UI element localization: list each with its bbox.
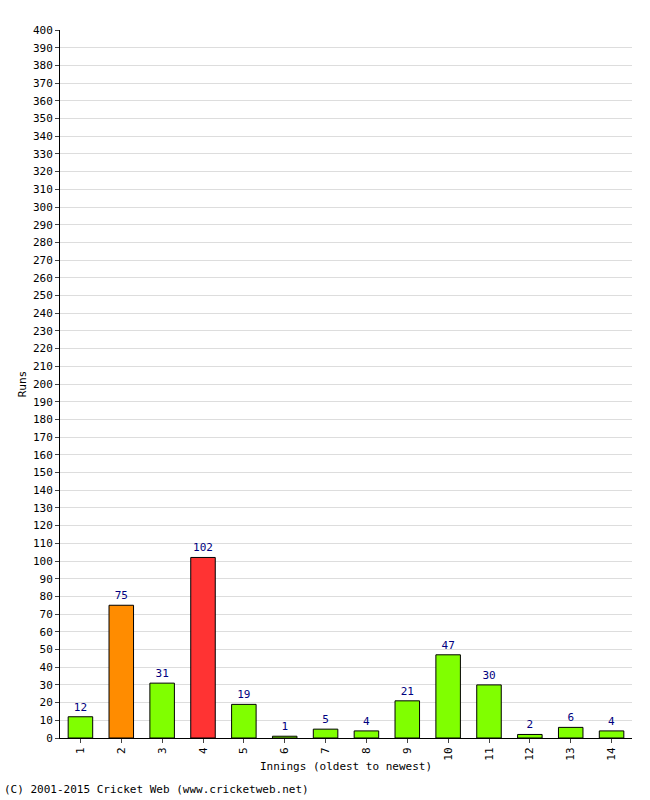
svg-text:4: 4	[363, 715, 370, 728]
svg-text:3: 3	[156, 747, 169, 754]
svg-text:(C) 2001-2015 Cricket Web (www: (C) 2001-2015 Cricket Web (www.cricketwe…	[4, 783, 309, 796]
svg-text:2: 2	[527, 718, 534, 731]
svg-text:21: 21	[401, 685, 414, 698]
svg-text:6: 6	[278, 747, 291, 754]
svg-text:8: 8	[360, 747, 373, 754]
svg-text:110: 110	[33, 537, 53, 550]
svg-text:7: 7	[319, 747, 332, 754]
svg-text:10: 10	[40, 714, 53, 727]
svg-text:10: 10	[442, 747, 455, 760]
svg-text:75: 75	[115, 589, 128, 602]
svg-text:200: 200	[33, 378, 53, 391]
svg-text:190: 190	[33, 396, 53, 409]
svg-text:140: 140	[33, 484, 53, 497]
svg-text:4: 4	[608, 715, 615, 728]
svg-text:13: 13	[564, 747, 577, 760]
svg-text:40: 40	[40, 661, 53, 674]
svg-text:310: 310	[33, 183, 53, 196]
svg-text:14: 14	[605, 747, 618, 761]
svg-text:90: 90	[40, 573, 53, 586]
svg-text:380: 380	[33, 59, 53, 72]
svg-text:280: 280	[33, 236, 53, 249]
svg-text:340: 340	[33, 130, 53, 143]
svg-text:12: 12	[74, 701, 87, 714]
svg-text:Innings (oldest to newest): Innings (oldest to newest)	[260, 760, 432, 773]
svg-text:80: 80	[40, 590, 53, 603]
svg-text:180: 180	[33, 413, 53, 426]
svg-text:160: 160	[33, 449, 53, 462]
svg-text:6: 6	[567, 711, 574, 724]
svg-text:330: 330	[33, 148, 53, 161]
svg-text:0: 0	[46, 732, 53, 745]
svg-text:12: 12	[523, 747, 536, 760]
svg-text:19: 19	[237, 688, 250, 701]
svg-text:260: 260	[33, 272, 53, 285]
svg-text:30: 30	[482, 669, 495, 682]
svg-text:20: 20	[40, 696, 53, 709]
svg-text:300: 300	[33, 201, 53, 214]
svg-text:1: 1	[281, 720, 288, 733]
svg-text:47: 47	[442, 639, 455, 652]
svg-text:320: 320	[33, 165, 53, 178]
svg-text:210: 210	[33, 360, 53, 373]
svg-text:290: 290	[33, 219, 53, 232]
svg-text:50: 50	[40, 643, 53, 656]
svg-text:Runs: Runs	[16, 371, 29, 398]
svg-text:100: 100	[33, 555, 53, 568]
svg-text:30: 30	[40, 679, 53, 692]
svg-text:220: 220	[33, 342, 53, 355]
svg-text:5: 5	[322, 713, 329, 726]
svg-text:370: 370	[33, 77, 53, 90]
svg-text:2: 2	[115, 747, 128, 754]
svg-text:102: 102	[193, 541, 213, 554]
svg-text:360: 360	[33, 95, 53, 108]
svg-text:400: 400	[33, 24, 53, 37]
svg-text:9: 9	[401, 747, 414, 754]
svg-text:70: 70	[40, 608, 53, 621]
svg-text:120: 120	[33, 519, 53, 532]
svg-text:31: 31	[156, 667, 169, 680]
svg-text:130: 130	[33, 502, 53, 515]
svg-text:60: 60	[40, 626, 53, 639]
svg-text:240: 240	[33, 307, 53, 320]
svg-text:150: 150	[33, 466, 53, 479]
svg-text:270: 270	[33, 254, 53, 267]
svg-text:1: 1	[74, 747, 87, 754]
svg-text:11: 11	[483, 747, 496, 760]
svg-text:350: 350	[33, 112, 53, 125]
svg-text:5: 5	[237, 747, 250, 754]
svg-text:4: 4	[197, 747, 210, 754]
svg-text:250: 250	[33, 289, 53, 302]
svg-text:390: 390	[33, 42, 53, 55]
svg-text:170: 170	[33, 431, 53, 444]
svg-text:230: 230	[33, 325, 53, 338]
